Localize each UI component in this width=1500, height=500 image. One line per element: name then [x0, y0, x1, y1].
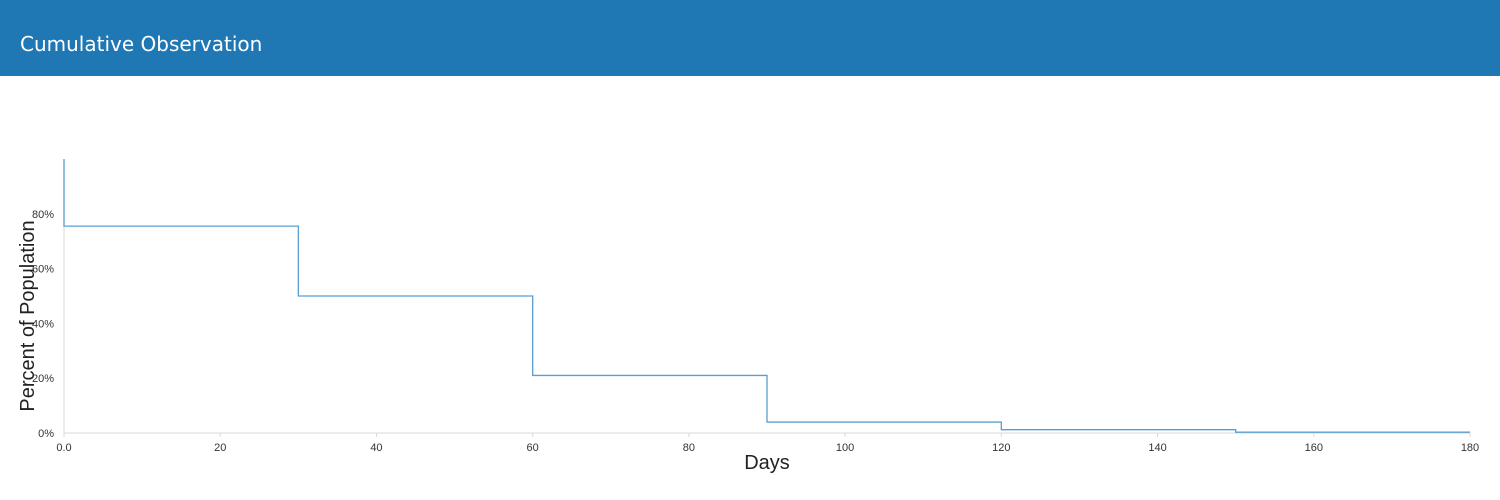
x-tick-label: 180: [1461, 442, 1479, 454]
y-tick-label: 40%: [32, 318, 54, 330]
y-axis-title: Percent of Population: [17, 220, 39, 411]
x-axis-ticks: 0.0 20 40 60 80 100 120 140 160 180: [56, 433, 1479, 454]
x-tick-label: 0.0: [56, 442, 71, 454]
x-tick-label: 40: [370, 442, 382, 454]
x-tick-label: 100: [836, 442, 854, 454]
x-axis-title: Days: [744, 452, 790, 474]
app-header: Cumulative Observation: [0, 0, 1500, 76]
y-tick-label: 20%: [32, 373, 54, 385]
y-axis-ticks: 0% 20% 40% 60% 80%: [32, 209, 54, 440]
x-tick-label: 60: [527, 442, 539, 454]
x-tick-label: 80: [683, 442, 695, 454]
step-chart: 0.0 20 40 60 80 100 120 140 160 180 0% 20% 40% 60% 80…: [17, 159, 1479, 474]
y-tick-label: 80%: [32, 209, 54, 221]
x-tick-label: 160: [1305, 442, 1323, 454]
y-tick-label: 60%: [32, 264, 54, 276]
x-tick-label: 140: [1148, 442, 1166, 454]
x-tick-label: 20: [214, 442, 226, 454]
y-tick-label: 0%: [38, 428, 54, 440]
x-tick-label: 120: [992, 442, 1010, 454]
series-line: [63, 159, 1470, 433]
page-title: Cumulative Observation: [20, 32, 263, 56]
